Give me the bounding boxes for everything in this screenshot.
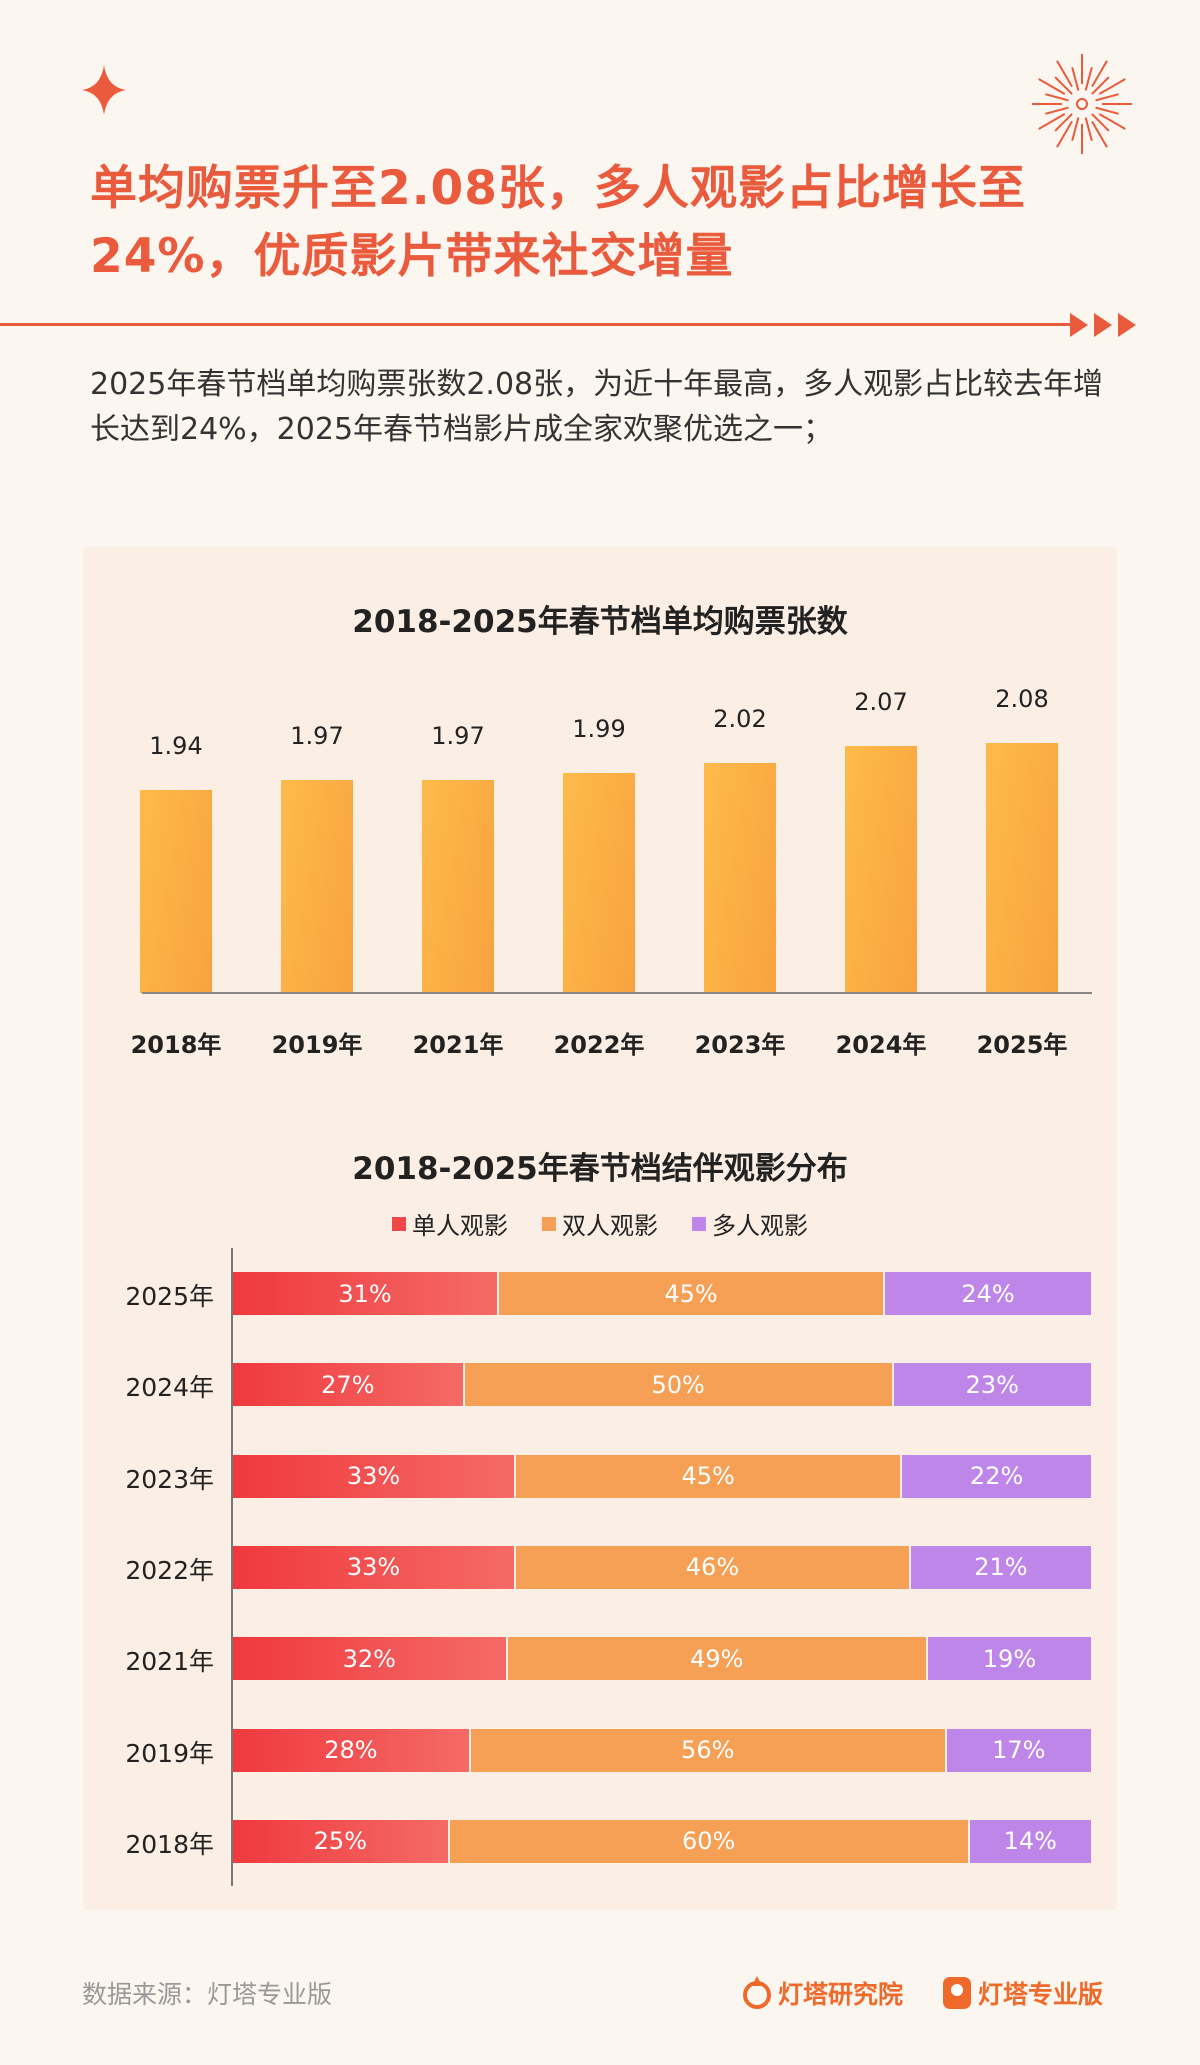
bar-segment: 19% [927, 1637, 1091, 1681]
legend-label: 单人观影 [412, 1212, 508, 1240]
logo-pro: 灯塔专业版 [942, 1975, 1103, 2011]
bar-segment: 27% [233, 1363, 465, 1407]
y-tick-label: 2018年 [125, 1829, 214, 1859]
legend: 单人观影 双人观影 多人观影 [0, 1206, 1200, 1241]
bar-segment: 22% [902, 1454, 1091, 1498]
bar-segment: 14% [969, 1819, 1091, 1863]
bar [281, 779, 353, 993]
value-label: 2.08 [995, 685, 1049, 714]
x-axis [142, 992, 1092, 994]
legend-label: 双人观影 [562, 1212, 658, 1240]
chart2-title: 2018-2025年春节档结伴观影分布 [352, 1151, 848, 1187]
bar [422, 779, 494, 993]
value-label: 2.07 [854, 688, 908, 717]
bar-segment: 49% [507, 1637, 928, 1681]
bar-segment: 33% [233, 1454, 517, 1498]
legend-label: 多人观影 [712, 1212, 808, 1240]
bar-segment: 21% [910, 1545, 1091, 1589]
x-tick-label: 2019年 [271, 1031, 363, 1059]
value-label: 1.94 [149, 732, 203, 761]
bar [140, 790, 212, 993]
logo-text: 灯塔专业版 [978, 1980, 1104, 2009]
legend-swatch [542, 1216, 556, 1231]
bar-row: 33% 46% 21% [233, 1545, 1091, 1589]
y-tick-label: 2021年 [125, 1647, 214, 1677]
sparkle-icon [82, 65, 126, 115]
legend-item-multi: 多人观影 [692, 1206, 808, 1241]
bar-row: 27% 50% 23% [233, 1363, 1091, 1407]
x-tick-label: 2018年 [130, 1031, 222, 1059]
bar-row: 28% 56% 17% [233, 1728, 1091, 1772]
bar-segment: 60% [449, 1819, 970, 1863]
bar-segment: 33% [233, 1545, 517, 1589]
bar-segment: 25% [233, 1819, 450, 1863]
logo-text: 灯塔研究院 [778, 1980, 904, 2009]
firework-icon [1032, 54, 1132, 154]
legend-item-double: 双人观影 [542, 1206, 658, 1241]
x-tick-label: 2024年 [835, 1031, 927, 1059]
chart1-title: 2018-2025年春节档单均购票张数 [352, 604, 848, 640]
value-label: 2.02 [713, 705, 767, 734]
y-tick-label: 2023年 [125, 1464, 214, 1494]
bar-segment: 23% [893, 1363, 1091, 1407]
bar-segment: 46% [516, 1545, 911, 1589]
bar [986, 743, 1058, 993]
y-tick-label: 2024年 [125, 1373, 214, 1403]
bar-row: 33% 45% 22% [233, 1454, 1091, 1498]
y-tick-label: 2022年 [125, 1555, 214, 1585]
bar-segment: 31% [233, 1272, 499, 1315]
legend-swatch [392, 1216, 406, 1231]
x-tick-label: 2022年 [553, 1031, 645, 1059]
data-source: 数据来源：灯塔专业版 [82, 1980, 333, 2009]
bar-segment: 28% [233, 1728, 471, 1772]
bar-segment: 45% [498, 1272, 886, 1315]
bar-row: 31% 45% 24% [233, 1272, 1091, 1315]
divider [0, 323, 1070, 326]
logo-research: 灯塔研究院 [742, 1975, 903, 2011]
lighthouse-logo-icon [743, 1976, 771, 2009]
bar [704, 763, 776, 993]
bar-segment: 24% [885, 1272, 1091, 1315]
app-logo-icon [943, 1977, 971, 2009]
bar-segment: 17% [946, 1728, 1091, 1772]
value-label: 1.99 [572, 715, 626, 744]
bar-segment: 32% [233, 1637, 508, 1681]
bar [845, 746, 917, 993]
bar-segment: 56% [470, 1728, 947, 1772]
headline: 单均购票升至2.08张，多人观影占比增长至24%，优质影片带来社交增量 [90, 161, 1026, 284]
triple-arrow-icon [1070, 313, 1136, 337]
legend-item-single: 单人观影 [392, 1206, 508, 1241]
y-tick-label: 2019年 [125, 1738, 214, 1768]
x-tick-label: 2023年 [694, 1031, 786, 1059]
x-tick-label: 2025年 [976, 1031, 1068, 1059]
bar-segment: 45% [516, 1454, 903, 1498]
y-tick-label: 2025年 [125, 1282, 214, 1311]
bar [563, 773, 635, 993]
bar-segment: 50% [464, 1363, 894, 1407]
value-label: 1.97 [431, 721, 485, 750]
bar-row: 25% 60% 14% [233, 1819, 1091, 1863]
value-label: 1.97 [290, 721, 344, 750]
y-axis [231, 1248, 233, 1886]
bar-row: 32% 49% 19% [233, 1637, 1091, 1681]
description: 2025年春节档单均购票张数2.08张，为近十年最高，多人观影占比较去年增长达到… [90, 367, 1104, 447]
legend-swatch [692, 1216, 706, 1231]
x-tick-label: 2021年 [412, 1031, 504, 1059]
